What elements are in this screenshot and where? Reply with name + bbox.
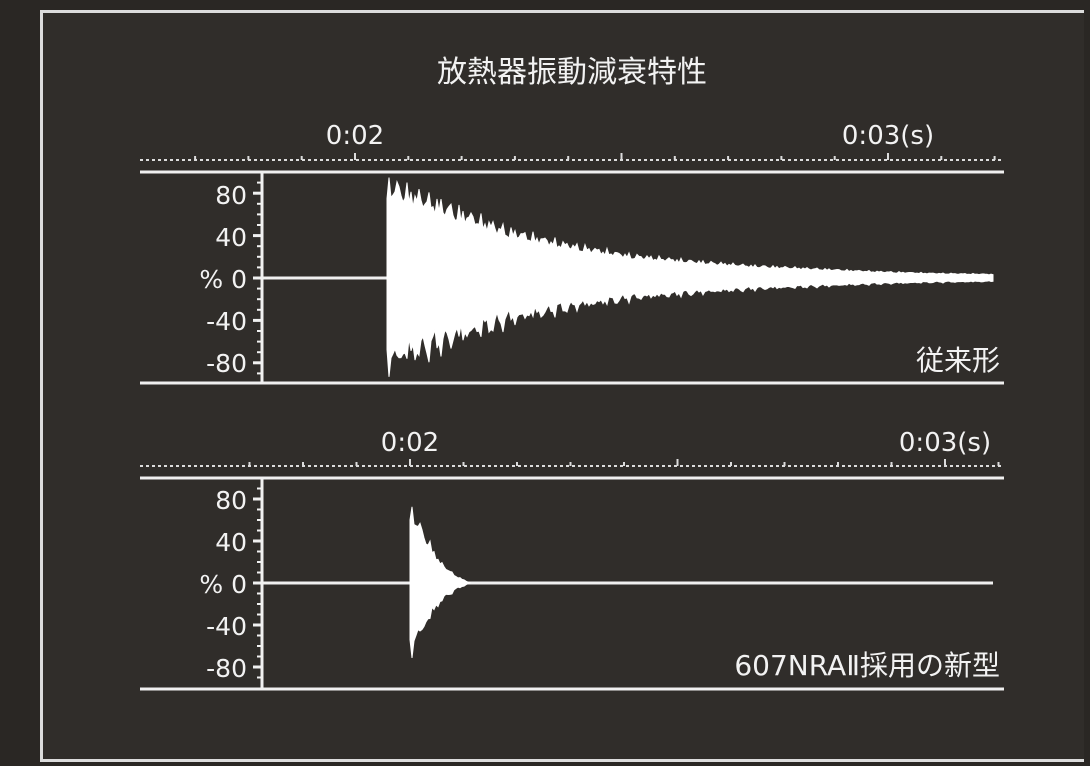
y-tick-label: 40 [215,223,247,252]
panel-new-model: 0:02 0:03(s) 80 40 % 0 -40 -80 607NRAⅡ採用… [140,428,1004,691]
time-ruler [140,459,1004,467]
panel-conventional: 0:02 0:03(s) 80 40 % 0 -40 -80 従来形 [140,121,1004,385]
y-ticks [253,487,262,679]
x-tick-label-003: 0:03(s) [842,121,934,151]
series-label: 従来形 [916,344,1000,377]
y-tick-label: 40 [215,528,247,557]
y-tick-label: % 0 [199,570,247,599]
chart-frame [40,10,1084,762]
x-tick-label-002: 0:02 [381,428,439,458]
time-ruler [140,153,1004,161]
series-label: 607NRAⅡ採用の新型 [734,649,1000,682]
x-tick-label-002: 0:02 [326,121,384,151]
y-tick-label: -80 [206,654,247,683]
x-tick-label-003: 0:03(s) [899,428,991,458]
y-tick-label: % 0 [199,265,247,294]
y-tick-label: 80 [215,181,247,210]
series-new-model-waveform [409,506,472,659]
y-tick-label: -40 [206,612,247,641]
y-tick-label: -80 [206,349,247,378]
chart-title: 放熱器振動減衰特性 [437,55,707,90]
series-conventional-waveform [386,177,994,377]
y-tick-label: -40 [206,307,247,336]
y-ticks [253,181,262,375]
y-tick-label: 80 [215,486,247,515]
